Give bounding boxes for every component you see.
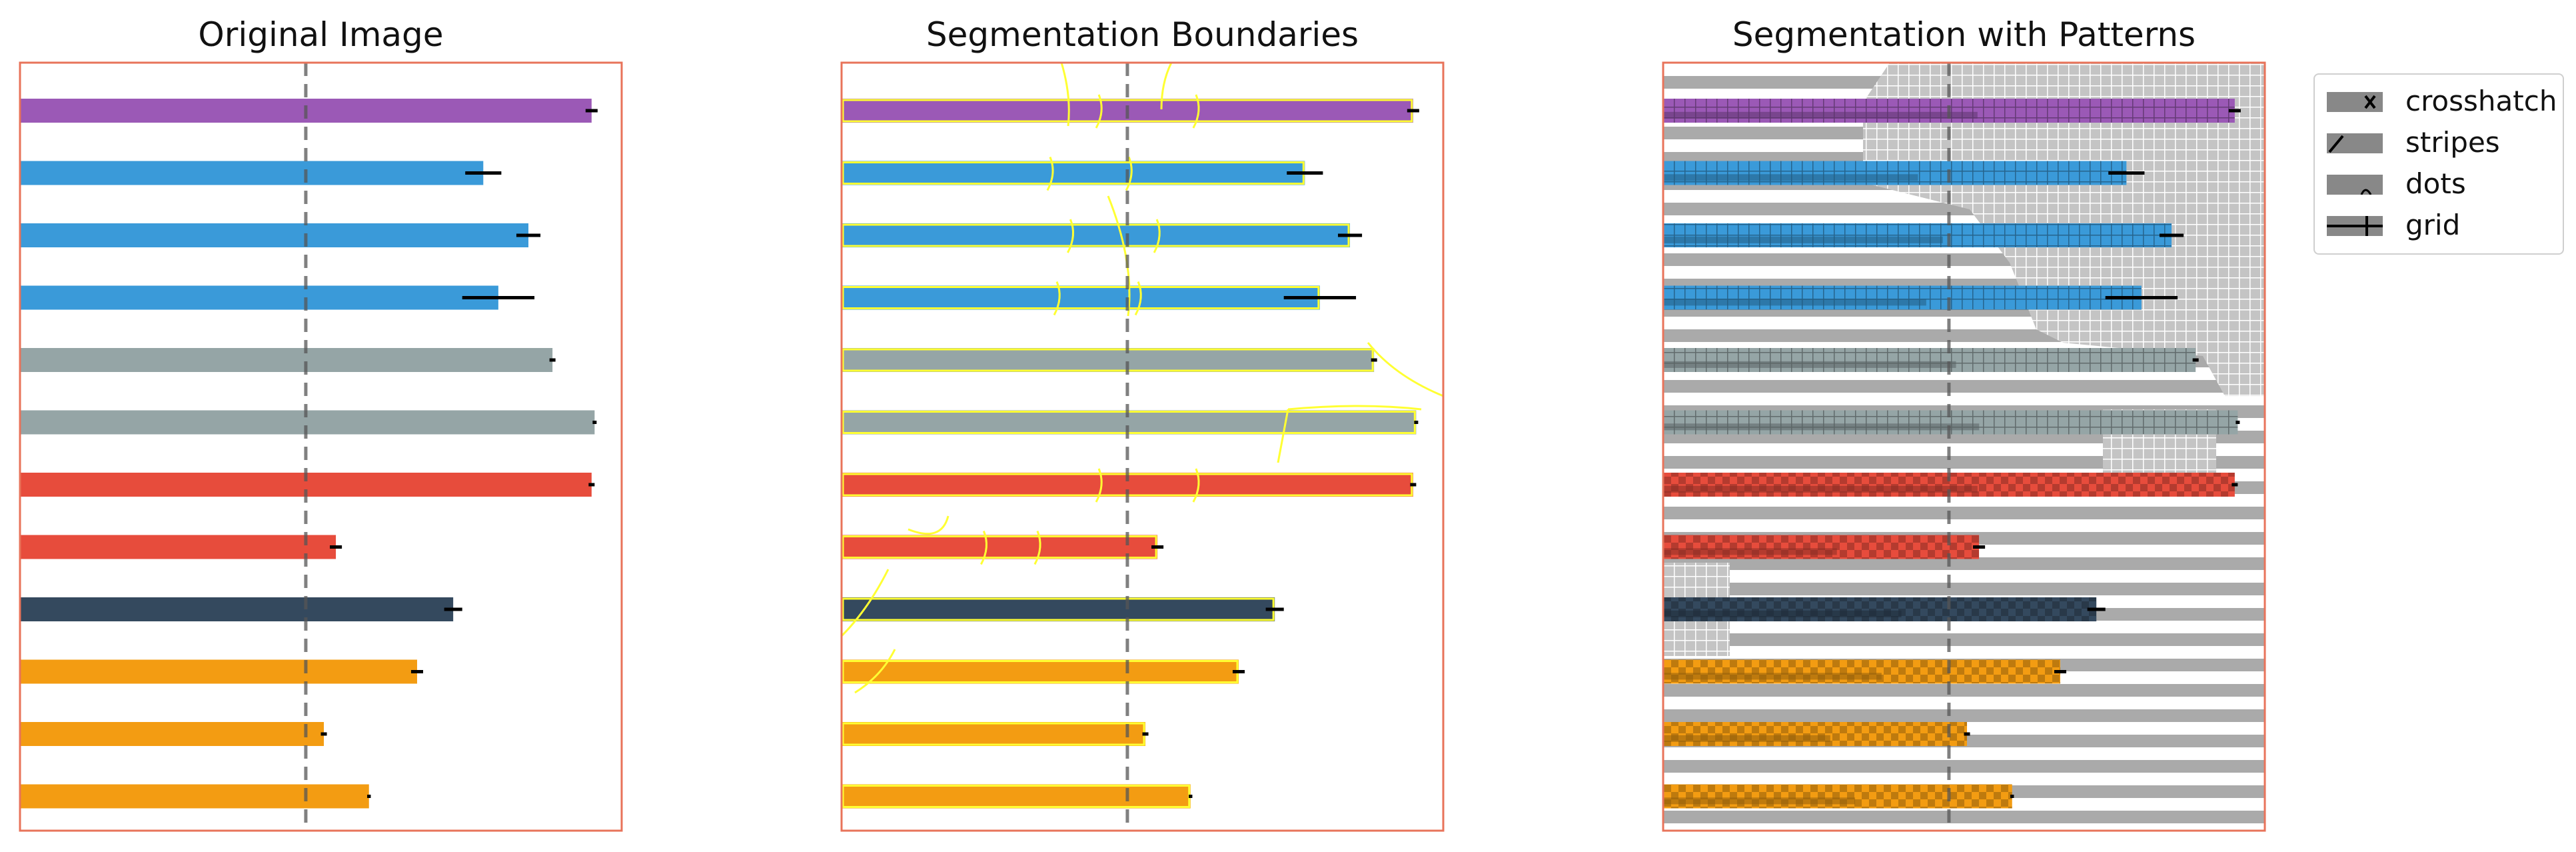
bar bbox=[20, 659, 417, 684]
bar-shade bbox=[1663, 174, 1918, 181]
bar bbox=[20, 348, 553, 372]
panel-plot-area bbox=[842, 63, 1443, 831]
bar bbox=[842, 535, 1158, 559]
panel-border bbox=[19, 61, 623, 832]
segment-boundary bbox=[908, 515, 950, 535]
bar-pattern bbox=[1663, 722, 1968, 746]
segment-boundary bbox=[1060, 63, 1070, 127]
segment-boundary bbox=[854, 649, 896, 694]
chart-panel-3 bbox=[1662, 61, 2266, 832]
stripes-swatch-icon bbox=[2327, 133, 2383, 153]
legend-item-grid: grid bbox=[2327, 208, 2560, 243]
bar bbox=[20, 285, 498, 310]
segment-boundary bbox=[1134, 281, 1142, 316]
bar-pattern bbox=[1663, 161, 2127, 185]
legend-item-crosshatch: crosshatch bbox=[2327, 84, 2560, 119]
bar-pattern bbox=[1663, 285, 2142, 310]
bar bbox=[20, 722, 324, 746]
segment-boundary bbox=[1277, 409, 1289, 463]
segment-boundary bbox=[1095, 94, 1103, 129]
bar bbox=[842, 597, 1275, 621]
bar-shade bbox=[1663, 485, 1978, 493]
segment-boundary bbox=[980, 530, 987, 565]
panel-title-patterns: Segmentation with Patterns bbox=[1732, 15, 2196, 54]
bar bbox=[842, 722, 1146, 746]
grid-swatch-icon bbox=[2327, 216, 2383, 236]
dots-swatch-icon bbox=[2327, 175, 2383, 195]
bar bbox=[842, 161, 1305, 185]
bar-shade bbox=[1663, 111, 1978, 119]
legend-item-dots: dots bbox=[2327, 167, 2560, 201]
segment-boundary bbox=[1192, 468, 1200, 503]
bar bbox=[20, 597, 454, 621]
bar-shade bbox=[1663, 548, 1837, 555]
bar-shade bbox=[1663, 299, 1926, 306]
bar-shade bbox=[1663, 361, 1956, 368]
bar-shade bbox=[1663, 236, 1943, 243]
chart-panel-1 bbox=[19, 61, 623, 832]
bar bbox=[842, 285, 1320, 310]
segment-boundary bbox=[1192, 94, 1200, 129]
segment-boundary bbox=[1067, 219, 1074, 253]
panel-plot-area bbox=[1663, 63, 2265, 831]
segment-boundary bbox=[1046, 156, 1054, 191]
segment-boundary bbox=[1160, 63, 1173, 110]
segment-boundary bbox=[1125, 156, 1133, 191]
segment-boundary bbox=[1287, 405, 1422, 411]
segment-boundary bbox=[842, 569, 890, 637]
bar-pattern bbox=[1663, 784, 2012, 809]
segment-boundary bbox=[1095, 468, 1103, 503]
segment-boundary bbox=[1367, 342, 1443, 397]
legend-label-grid: grid bbox=[2405, 209, 2461, 241]
bar-pattern bbox=[1663, 535, 1980, 559]
chart-panel-2 bbox=[840, 61, 1445, 832]
bar-pattern bbox=[1663, 659, 2060, 684]
panel-title-original: Original Image bbox=[198, 15, 444, 54]
bar bbox=[20, 535, 336, 559]
bar-shade bbox=[1663, 673, 1882, 680]
legend-label-crosshatch: crosshatch bbox=[2405, 85, 2557, 117]
bar-pattern bbox=[1663, 348, 2196, 372]
bar bbox=[842, 659, 1239, 684]
bar bbox=[20, 223, 529, 247]
panel-border bbox=[1662, 61, 2266, 832]
legend-label-dots: dots bbox=[2405, 167, 2466, 200]
bar bbox=[842, 784, 1191, 809]
bar-shade bbox=[1663, 735, 1830, 742]
panel-border bbox=[840, 61, 1445, 832]
bar-shade bbox=[1663, 797, 1856, 805]
segment-boundary bbox=[1053, 281, 1061, 316]
legend-item-stripes: stripes bbox=[2327, 125, 2560, 160]
bar bbox=[842, 348, 1375, 372]
bar-pattern bbox=[1663, 223, 2172, 247]
legend-label-stripes: stripes bbox=[2405, 126, 2500, 159]
bar bbox=[842, 223, 1351, 247]
bar bbox=[20, 161, 484, 185]
segment-boundary bbox=[1153, 219, 1161, 253]
bar bbox=[20, 784, 369, 809]
bar-pattern bbox=[1663, 597, 2097, 621]
segment-boundary bbox=[1033, 530, 1041, 565]
crosshatch-swatch-icon bbox=[2327, 92, 2383, 112]
panel-title-boundaries: Segmentation Boundaries bbox=[926, 15, 1359, 54]
bar-shade bbox=[1663, 610, 1902, 617]
panel-plot-area bbox=[20, 63, 598, 831]
bar-shade bbox=[1663, 423, 1980, 431]
legend: crosshatch stripes dots grid bbox=[2313, 73, 2564, 255]
